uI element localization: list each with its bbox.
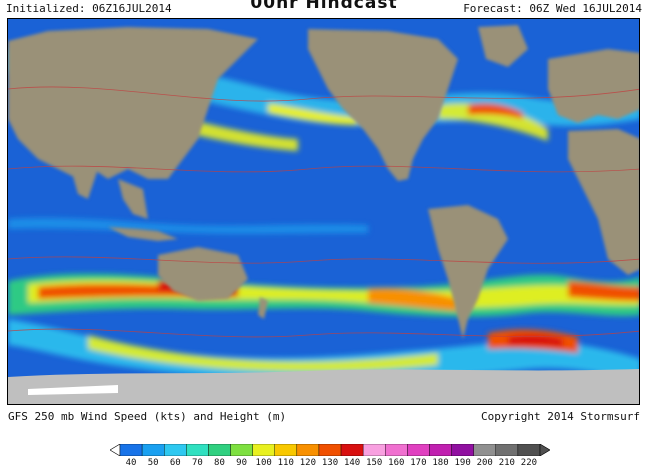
legend-arrow-low — [110, 444, 121, 456]
landmass-africa — [568, 129, 639, 275]
legend-swatch — [362, 444, 386, 456]
legend-swatch — [451, 444, 474, 456]
legend-swatch — [119, 444, 143, 456]
legend-swatch — [164, 444, 187, 456]
continents — [8, 25, 639, 339]
legend-tick-label: 110 — [277, 458, 294, 468]
landmass-asia — [8, 27, 258, 179]
landmass-north-america — [308, 29, 458, 181]
legend-swatch — [340, 444, 364, 456]
legend-swatch — [230, 444, 253, 456]
legend-swatch — [141, 444, 165, 456]
legend-tick-label: 160 — [388, 458, 405, 468]
forecast-label: Forecast: 06Z Wed 16JUL2014 — [463, 2, 642, 15]
legend-swatch — [296, 444, 320, 456]
legend-swatch — [495, 444, 519, 456]
legend-swatch — [186, 444, 209, 456]
legend-swatch — [318, 444, 342, 456]
legend-swatch — [473, 444, 496, 456]
legend-tick-label: 60 — [169, 458, 181, 468]
legend-tick-label: 190 — [454, 458, 471, 468]
legend-tick-label: 100 — [255, 458, 272, 468]
height-contours — [8, 86, 639, 338]
landmass-south-america — [428, 205, 508, 339]
legend-tick-label: 180 — [432, 458, 449, 468]
copyright-label: Copyright 2014 Stormsurf — [481, 410, 640, 423]
legend-tick-label: 90 — [236, 458, 247, 468]
legend-swatch — [208, 444, 231, 456]
legend-tick-label: 130 — [321, 458, 339, 468]
legend-tick-label: 80 — [214, 458, 225, 468]
legend-tick-label: 210 — [498, 458, 515, 468]
wind-speed-map — [7, 18, 640, 405]
legend-swatch — [385, 444, 408, 456]
legend-tick-label: 170 — [410, 458, 427, 468]
legend-tick-label: 50 — [147, 458, 159, 468]
legend-tick-label: 40 — [125, 458, 137, 468]
legend-tick-label: 150 — [366, 458, 383, 468]
legend-arrow-high — [539, 444, 550, 456]
chart-title: 00hr Hindcast — [250, 0, 398, 13]
legend-swatch — [252, 444, 275, 456]
legend-swatch — [274, 444, 298, 456]
legend-tick-label: 120 — [299, 458, 317, 468]
initialized-label: Initialized: 06Z16JUL2014 — [6, 2, 172, 15]
color-legend-bar — [110, 444, 550, 456]
landmass-australia — [158, 247, 248, 301]
legend-tick-label: 70 — [191, 458, 203, 468]
legend-swatch — [429, 444, 452, 456]
legend-swatch — [407, 444, 430, 456]
legend-tick-label: 140 — [343, 458, 361, 468]
product-label: GFS 250 mb Wind Speed (kts) and Height (… — [8, 410, 287, 423]
legend-swatch — [517, 444, 541, 456]
antarctica-ice — [8, 369, 639, 404]
legend-tick-label: 220 — [520, 458, 538, 468]
legend-tick-label: 200 — [476, 458, 493, 468]
landmass-europe — [548, 49, 639, 123]
